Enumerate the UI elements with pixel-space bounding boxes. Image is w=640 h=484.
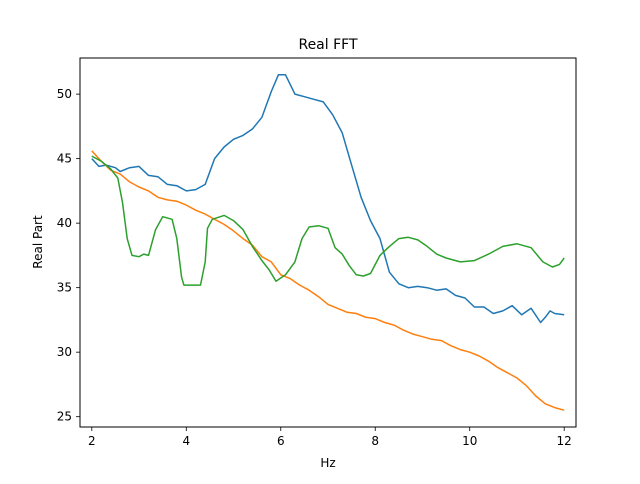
y-axis-ticks: 25 30 35 40 45 50 bbox=[57, 87, 80, 424]
y-tick-label: 40 bbox=[57, 216, 72, 230]
plot-frame bbox=[79, 57, 577, 428]
x-tick-label: 2 bbox=[88, 434, 96, 448]
series-line-2 bbox=[91, 150, 565, 411]
series-line-1 bbox=[91, 74, 565, 324]
x-tick-label: 8 bbox=[371, 434, 379, 448]
x-tick-label: 10 bbox=[462, 434, 477, 448]
y-tick-label: 25 bbox=[57, 410, 72, 424]
x-tick-label: 6 bbox=[277, 434, 285, 448]
x-tick-label: 12 bbox=[557, 434, 572, 448]
x-tick-label: 4 bbox=[182, 434, 190, 448]
y-tick-label: 45 bbox=[57, 152, 72, 166]
series-lines bbox=[91, 74, 565, 411]
x-axis-ticks: 2 4 6 8 10 12 bbox=[88, 427, 572, 448]
series-line-3 bbox=[91, 155, 565, 286]
y-axis-label: Real Part bbox=[31, 215, 45, 269]
chart-title: Real FFT bbox=[298, 37, 357, 53]
x-axis-label: Hz bbox=[320, 456, 335, 470]
y-tick-label: 35 bbox=[57, 281, 72, 295]
y-tick-label: 50 bbox=[57, 87, 72, 101]
y-tick-label: 30 bbox=[57, 345, 72, 359]
